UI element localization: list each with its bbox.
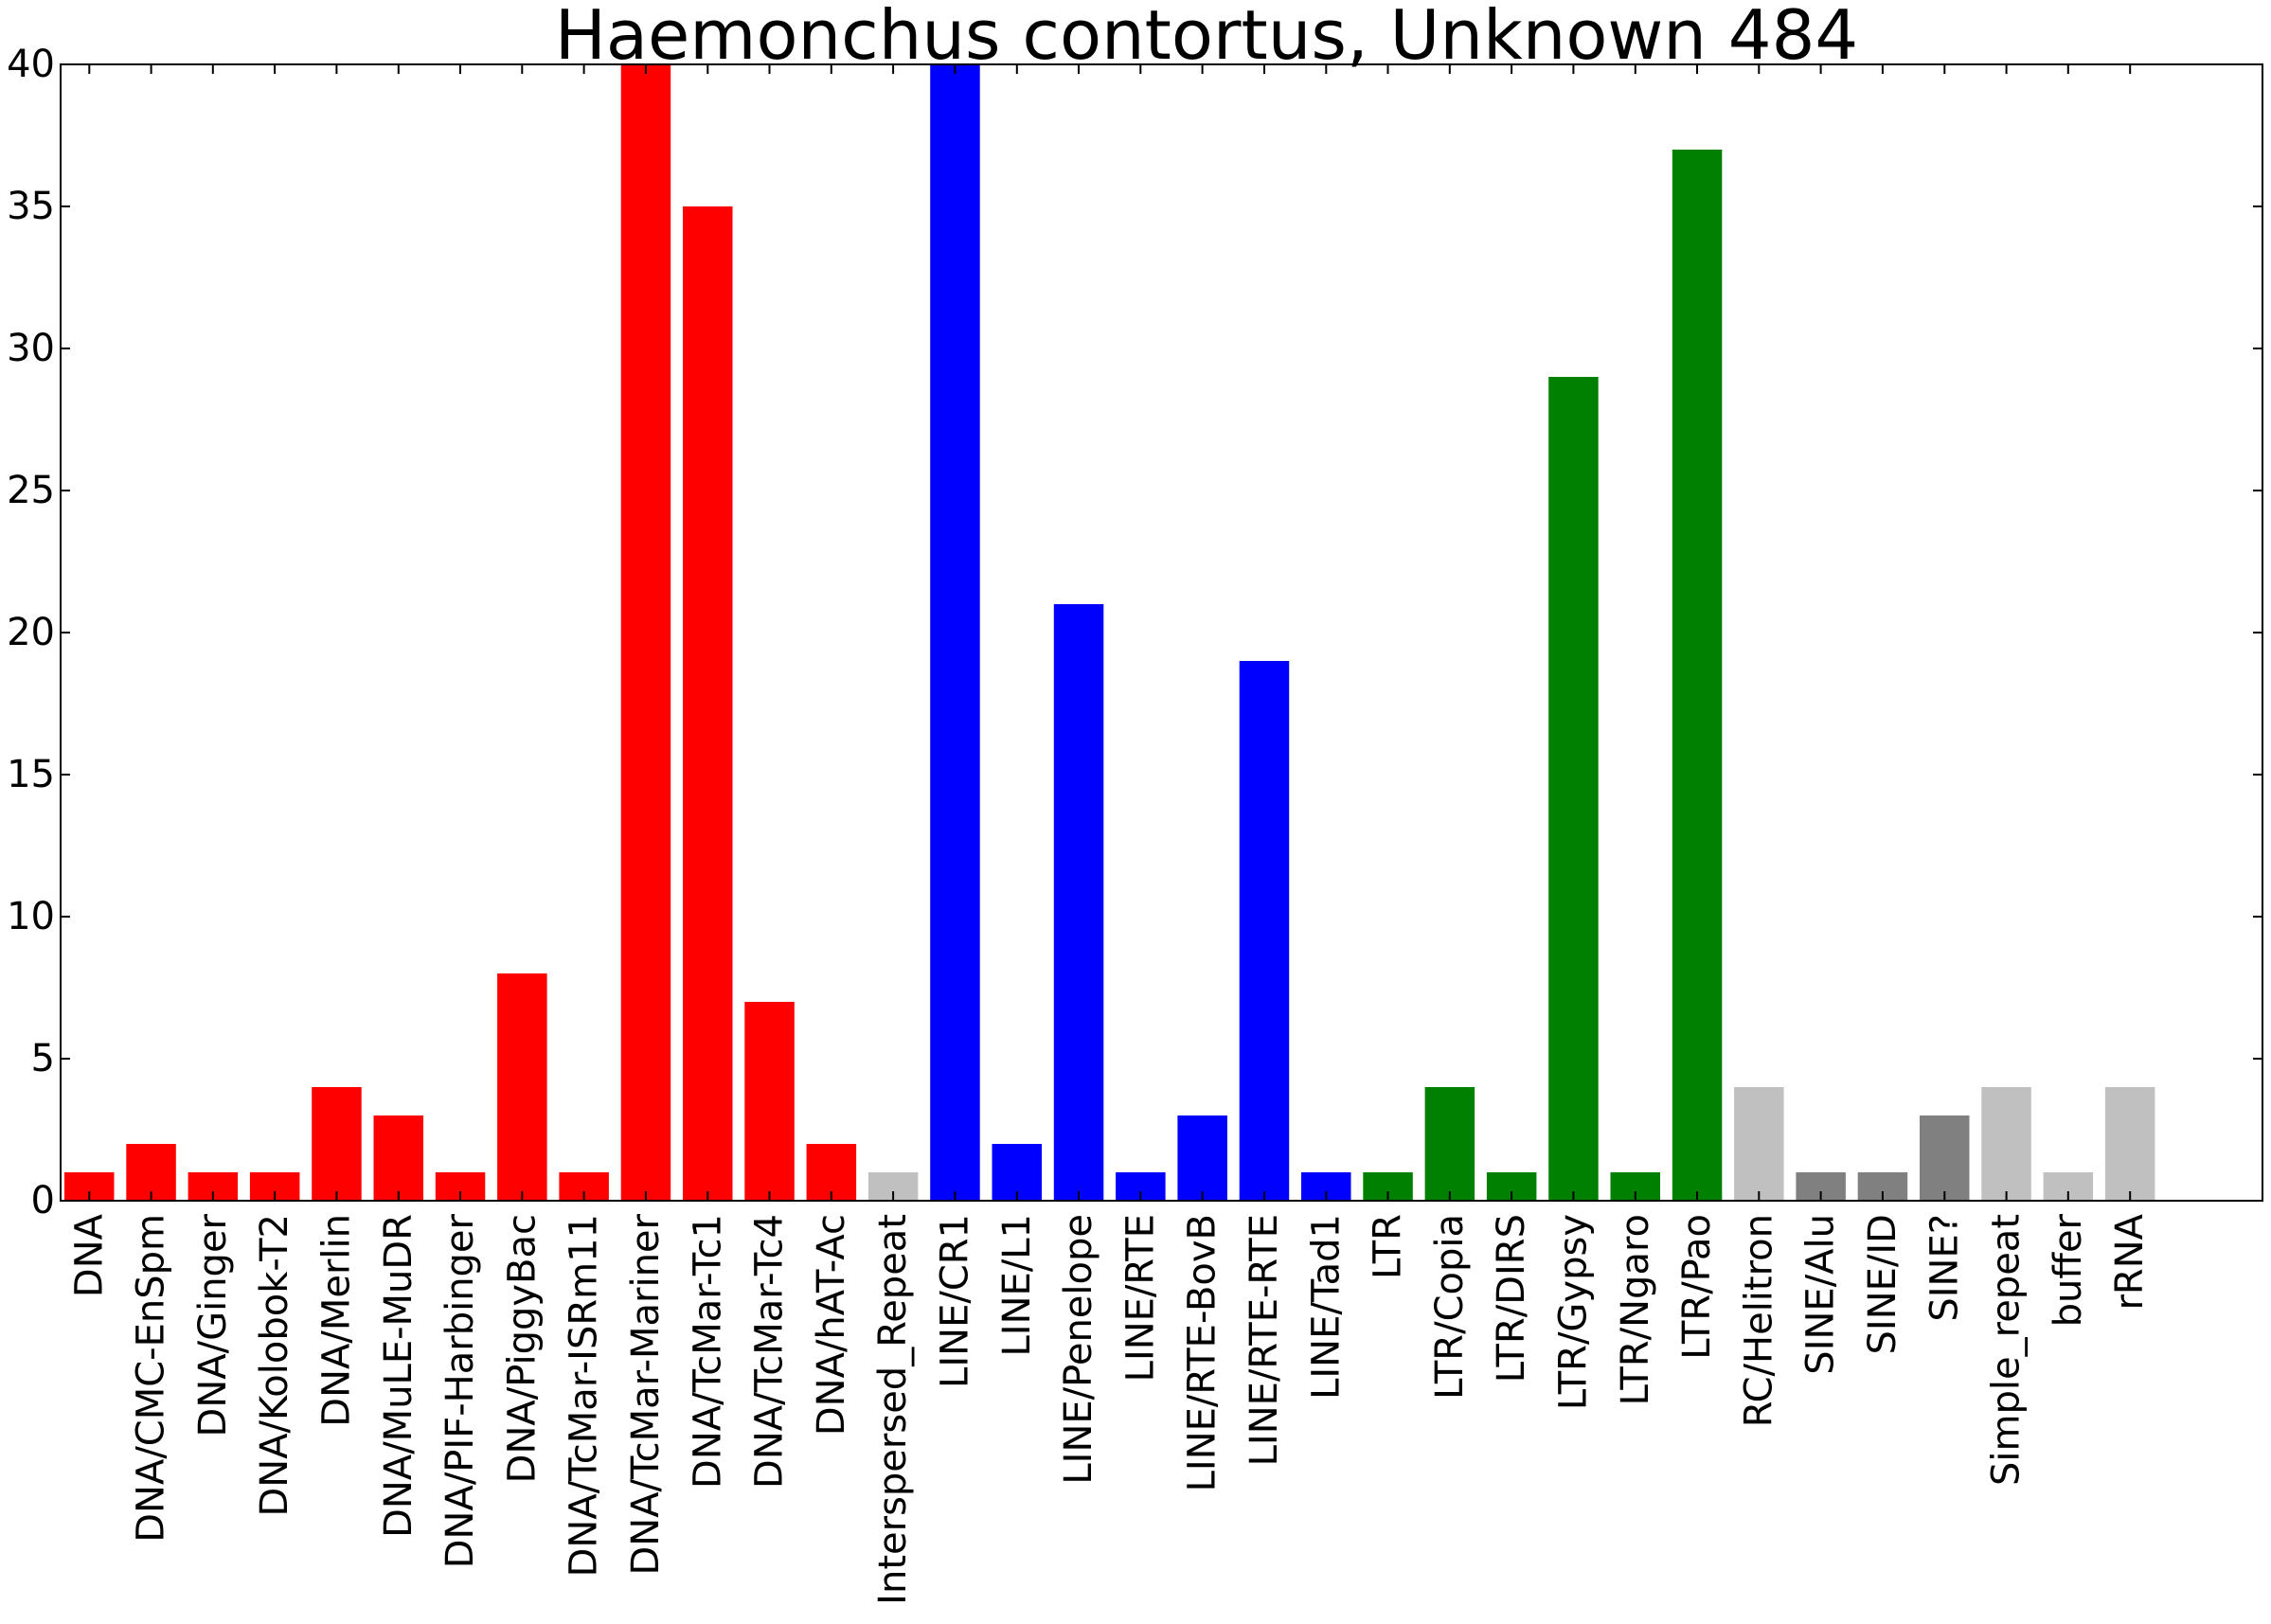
bar-7 [497,973,547,1201]
x-tick-label-28: SINE/Alu [1799,1214,1843,1375]
x-tick-label-9: DNA/TcMar-Mariner [624,1213,668,1575]
bar-9 [620,64,671,1201]
x-tick-label-14: LINE/CR1 [933,1214,976,1388]
x-tick-label-1: DNA/CMC-EnSpm [130,1214,173,1543]
x-tick-label-5: DNA/MuLE-MuDR [377,1214,420,1538]
x-tick-label-23: LTR/DIRS [1490,1214,1533,1383]
bar-10 [683,206,733,1201]
y-tick-label-7: 35 [7,185,55,228]
plot-frame [60,63,2263,1202]
y-tick-label-4: 20 [7,611,55,654]
bar-16 [1053,604,1104,1201]
x-tick-label-2: DNA/Ginger [191,1213,235,1437]
x-tick-label-32: buffer [2047,1213,2090,1327]
x-axis-labels: DNA DNA/CMC-EnSpm DNA/Ginger DNA/Kolobok-T2… [67,1213,2152,1604]
bar-30 [1920,1115,1970,1201]
x-tick-label-7: DNA/PiggyBac [500,1214,544,1483]
bar-5 [373,1115,423,1201]
x-tick-label-22: LTR/Copia [1428,1214,1472,1400]
y-tick-label-1: 5 [31,1037,55,1080]
x-tick-label-18: LINE/RTE-BovB [1181,1214,1225,1491]
bar-22 [1424,1087,1475,1201]
x-tick-label-16: LINE/Penelope [1057,1214,1100,1485]
x-tick-label-24: LTR/Gypsy [1551,1214,1595,1410]
bar-19 [1239,661,1290,1201]
bar-31 [1981,1087,2031,1201]
y-tick-label-0: 0 [31,1179,55,1222]
x-tick-label-3: DNA/Kolobok-T2 [253,1214,296,1517]
x-tick-label-20: LINE/Tad1 [1304,1214,1348,1400]
x-tick-label-25: LTR/Ngaro [1614,1214,1657,1405]
bar-4 [312,1087,362,1201]
bar-24 [1548,377,1599,1201]
chart-title: Haemonchus contortus, Unknown 484 [555,0,1858,75]
x-tick-label-15: LINE/L1 [995,1214,1039,1357]
x-tick-label-0: DNA [67,1213,111,1297]
y-tick-label-8: 40 [7,43,55,86]
x-tick-label-6: DNA/PIF-Harbinger [438,1213,482,1568]
x-tick-label-33: rRNA [2108,1213,2152,1310]
x-tick-label-30: SINE? [1922,1214,1966,1322]
y-tick-label-3: 15 [7,753,55,796]
bar-18 [1177,1115,1227,1201]
x-tick-label-26: LTR/Pao [1675,1214,1719,1360]
x-tick-label-13: Interspersed_Repeat [871,1214,915,1605]
y-tick-label-5: 25 [7,469,55,512]
y-axis-ticks: 0 5 10 15 20 25 30 35 40 [7,43,2262,1222]
x-tick-label-10: DNA/TcMar-Tc1 [686,1214,729,1489]
y-tick-label-6: 30 [7,327,55,370]
x-tick-label-19: LINE/RTE-RTE [1243,1214,1286,1466]
x-tick-label-11: DNA/TcMar-Tc4 [748,1214,792,1489]
bar-26 [1672,150,1723,1201]
x-tick-label-31: Simple_repeat [1985,1214,2029,1486]
x-tick-label-12: DNA/hAT-Ac [810,1214,853,1436]
bar-11 [744,1002,795,1201]
bar-14 [930,64,980,1201]
bar-33 [2104,1087,2155,1201]
y-tick-label-2: 10 [7,895,55,938]
x-tick-label-27: RC/Helitron [1737,1214,1780,1427]
x-tick-label-29: SINE/ID [1861,1214,1904,1354]
bar-27 [1734,1087,1784,1201]
x-tick-label-21: LTR [1367,1214,1410,1279]
x-tick-label-4: DNA/Merlin [314,1214,358,1427]
bars-layer [64,64,2155,1201]
x-tick-label-8: DNA/TcMar-ISRm11 [563,1214,606,1577]
x-tick-label-17: LINE/RTE [1118,1214,1162,1382]
